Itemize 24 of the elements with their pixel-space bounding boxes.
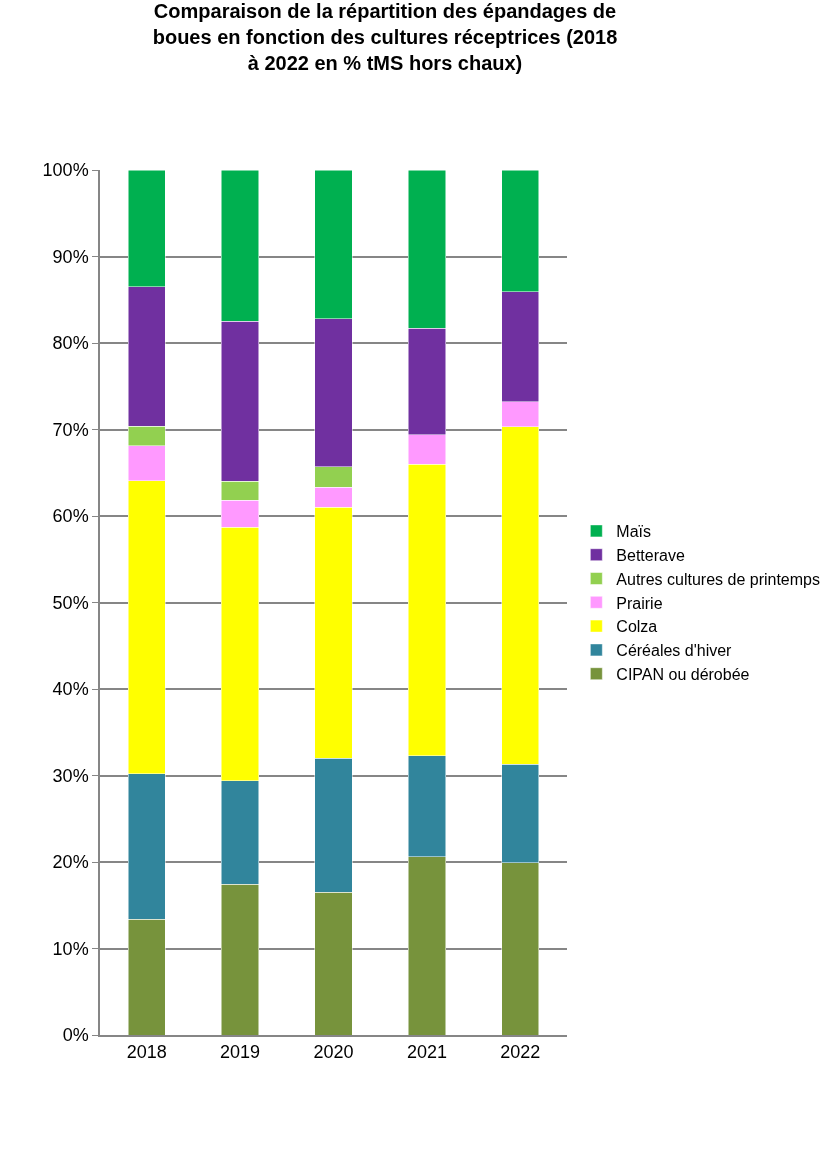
y-tick-label: 40%: [52, 679, 89, 700]
legend-label: Céréales d'hiver: [616, 642, 733, 660]
y-tick-label: 60%: [52, 506, 89, 527]
legend-label: Autres cultures de printemps: [616, 570, 820, 588]
legend-label: Colza: [616, 618, 658, 636]
y-tick-label: 30%: [52, 765, 89, 786]
legend-label: Prairie: [616, 594, 663, 612]
y-tick-label: 90%: [52, 246, 89, 267]
x-tick-label: 2021: [406, 1042, 447, 1063]
x-tick-label: 2022: [500, 1042, 541, 1063]
y-tick-label: 70%: [52, 419, 89, 440]
y-tick-label: 20%: [52, 852, 89, 873]
y-tick-label: 80%: [52, 333, 89, 354]
y-tick-label: 50%: [52, 592, 89, 613]
y-tick-label: 100%: [42, 160, 89, 181]
x-tick-label: 2019: [220, 1042, 261, 1063]
y-tick-label: 0%: [62, 1025, 89, 1046]
x-tick-label: 2018: [126, 1042, 167, 1063]
legend-label: CIPAN ou dérobée: [616, 665, 750, 683]
x-tick-label: 2020: [313, 1042, 354, 1063]
legend-label: Betterave: [616, 546, 685, 564]
y-tick-label: 10%: [52, 938, 89, 959]
legend-label: Maïs: [616, 523, 652, 541]
chart-title: Comparaison de la répartition des épandages de boues en fonction des cultures réceptrices (2018 à 2022 en % tMS hors chaux): [152, 0, 618, 74]
